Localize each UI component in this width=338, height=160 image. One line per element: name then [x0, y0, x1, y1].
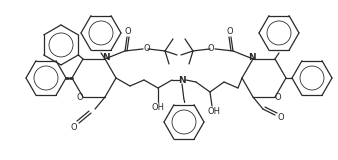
Text: O: O: [227, 28, 233, 36]
Text: O: O: [125, 28, 131, 36]
Text: OH: OH: [208, 108, 220, 116]
Text: O: O: [144, 44, 150, 53]
Text: O: O: [278, 112, 284, 122]
Text: O: O: [208, 44, 214, 53]
Text: O: O: [275, 92, 281, 102]
Text: OH: OH: [151, 104, 165, 112]
Text: O: O: [71, 123, 77, 132]
Text: N: N: [248, 53, 256, 62]
Text: N: N: [178, 76, 186, 84]
Text: N: N: [102, 53, 110, 62]
Text: O: O: [77, 92, 83, 102]
